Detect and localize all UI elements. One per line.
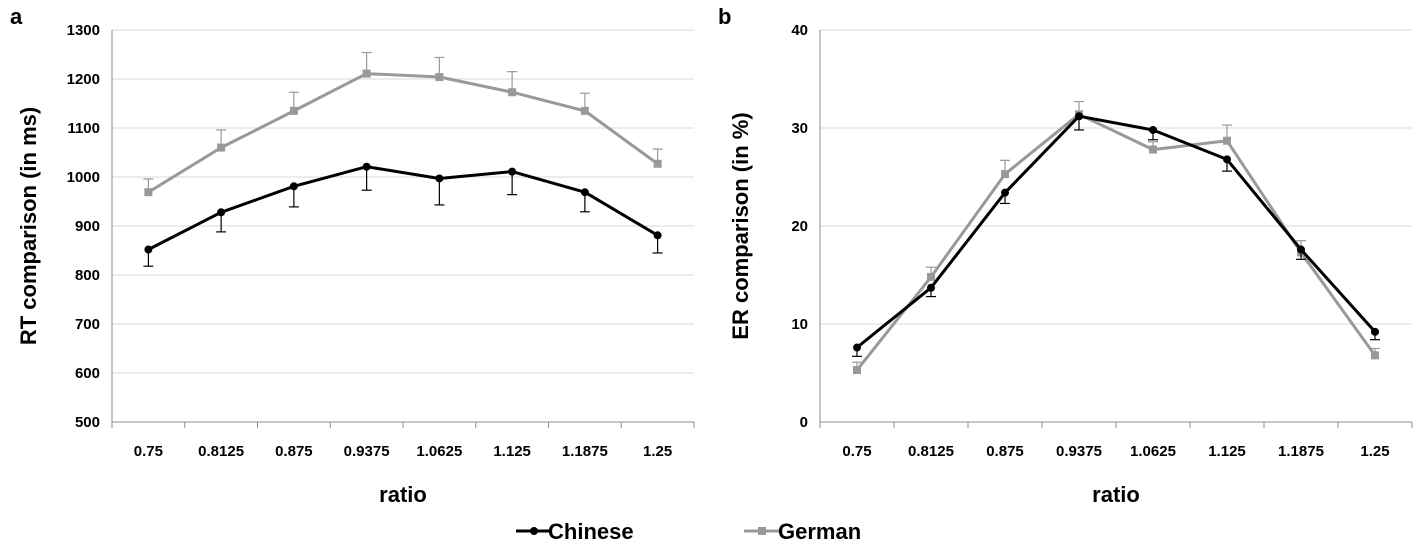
panel-a-chinese-point	[580, 188, 589, 197]
panel-a-x-tick-label: 0.9375	[344, 443, 390, 460]
panel-b-y-axis-title: ER comparison (in %)	[728, 112, 753, 339]
panel-b-y-tick-label: 40	[791, 22, 808, 39]
panel-a-y-tick-label: 1100	[67, 120, 100, 137]
panel-a-chinese-point	[217, 208, 226, 217]
panel-a-y-tick-label: 1000	[67, 169, 100, 186]
panel-a-german-point	[653, 159, 662, 168]
panel-b-german-point	[1223, 136, 1231, 145]
panel-a-y-tick-label: 1300	[67, 22, 100, 39]
legend-german-swatch-marker	[758, 527, 766, 535]
panel-b-label: b	[718, 4, 731, 29]
panel-b-chinese-point	[1297, 245, 1305, 254]
panel-b-chinese-series-line	[856, 114, 1377, 349]
panel-a-y-tick-label: 1200	[67, 71, 100, 88]
panel-a-x-tick-label: 1.1875	[562, 443, 608, 460]
panel-b-x-tick-label: 1.1875	[1278, 443, 1324, 460]
panel-b-x-tick-label: 0.8125	[908, 443, 954, 460]
panel-b-chinese-point	[1001, 188, 1009, 197]
panel-b-x-tick-label: 1.0625	[1130, 443, 1176, 460]
legend-chinese-label: Chinese	[548, 519, 634, 544]
panel-a-chinese-point	[508, 167, 517, 176]
panel-a-german-point	[435, 73, 444, 82]
panel-b-german-point	[853, 366, 861, 375]
panel-a-german-point	[508, 88, 517, 97]
panel-a-y-tick-label: 500	[75, 414, 100, 431]
panel-b-y-tick-label: 30	[791, 120, 808, 137]
panel-a-y-tick-label: 900	[75, 218, 100, 235]
panel-a-rt-chart: a 500 600 700 800 900 1000 1100 1200 1300 0.75 0.81…	[10, 4, 695, 507]
panel-a-x-tick-label: 1.0625	[416, 443, 462, 460]
panel-a-german-point	[144, 188, 153, 197]
panel-a-y-tick-label: 600	[75, 365, 100, 382]
panel-b-x-axis-title: ratio	[1092, 482, 1140, 507]
panel-a-chinese-point	[653, 231, 662, 240]
panel-a-chinese-point	[289, 182, 298, 191]
panel-a-german-series-line	[147, 72, 659, 194]
panel-a-chinese-point	[435, 174, 444, 183]
panel-a-x-axis-title: ratio	[379, 482, 427, 507]
panel-b-x-tick-label: 0.75	[842, 443, 871, 460]
panel-b-y-tick-label: 0	[800, 414, 808, 431]
panel-a-y-tick-label: 800	[75, 267, 100, 284]
panel-a-x-tick-label: 0.75	[134, 443, 163, 460]
panel-b-german-point	[927, 272, 935, 281]
panel-b-chinese-point	[1149, 125, 1157, 134]
panel-a-german-point	[362, 69, 371, 78]
panel-b-x-tick-label: 0.9375	[1056, 443, 1102, 460]
panel-b-german-point	[1001, 170, 1009, 179]
panel-b-er-chart: b 0 10 20 30 40 0.75 0.8125 0.875 0.9375 1.0625 1.1…	[718, 4, 1413, 507]
panel-b-chinese-point	[1223, 155, 1231, 164]
panel-b-y-tick-label: 10	[791, 316, 808, 333]
panel-b-x-tick-label: 0.875	[986, 443, 1024, 460]
panel-a-chinese-point	[144, 245, 153, 254]
panel-a-y-axis-title: RT comparison (in ms)	[16, 107, 41, 345]
panel-a-x-tick-label: 1.125	[493, 443, 531, 460]
panel-b-chinese-point	[1371, 327, 1379, 336]
panel-a-german-point	[289, 106, 298, 115]
panel-a-x-tick-label: 0.8125	[198, 443, 244, 460]
panel-b-x-tick-label: 1.25	[1360, 443, 1389, 460]
panel-b-chinese-point	[853, 343, 861, 352]
panel-a-german-point	[217, 143, 226, 152]
panel-b-y-tick-label: 20	[791, 218, 808, 235]
panel-a-german-point	[580, 106, 589, 115]
panel-a-y-tick-label: 700	[75, 316, 100, 333]
panel-a-x-tick-label: 1.25	[643, 443, 672, 460]
legend-german-label: German	[778, 519, 861, 544]
panel-a-label: a	[10, 4, 23, 29]
panel-a-chinese-series-line	[147, 165, 659, 251]
panel-b-chinese-point	[927, 283, 935, 292]
panel-b-german-point	[1149, 145, 1157, 154]
panel-b-x-tick-label: 1.125	[1208, 443, 1246, 460]
panel-a-chinese-point	[362, 162, 371, 171]
panel-b-german-point	[1371, 351, 1379, 360]
legend: Chinese German	[516, 519, 861, 544]
legend-chinese-swatch-marker	[530, 527, 538, 535]
panel-a-x-tick-label: 0.875	[275, 443, 313, 460]
panel-b-german-series-line	[855, 112, 1377, 372]
panel-b-chinese-point	[1075, 112, 1083, 121]
